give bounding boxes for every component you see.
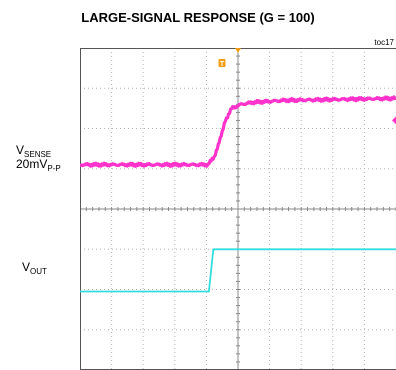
chart-title: LARGE-SIGNAL RESPONSE (G = 100) xyxy=(81,10,315,25)
figure-id: toc17 xyxy=(374,38,394,47)
out-trace xyxy=(80,248,396,293)
sense-channel-marker xyxy=(392,116,396,125)
trigger-marker-icon xyxy=(218,59,226,67)
vout-label: VOUT xyxy=(22,260,47,276)
vsense-label: VSENSE xyxy=(16,143,52,159)
trigger-marker-label: T xyxy=(220,61,225,68)
sense-trace xyxy=(80,95,396,168)
trigger-position-marker xyxy=(235,48,241,53)
scope-plot: T xyxy=(80,48,396,370)
vsense-scale-label: 20mVP-P xyxy=(16,157,61,173)
